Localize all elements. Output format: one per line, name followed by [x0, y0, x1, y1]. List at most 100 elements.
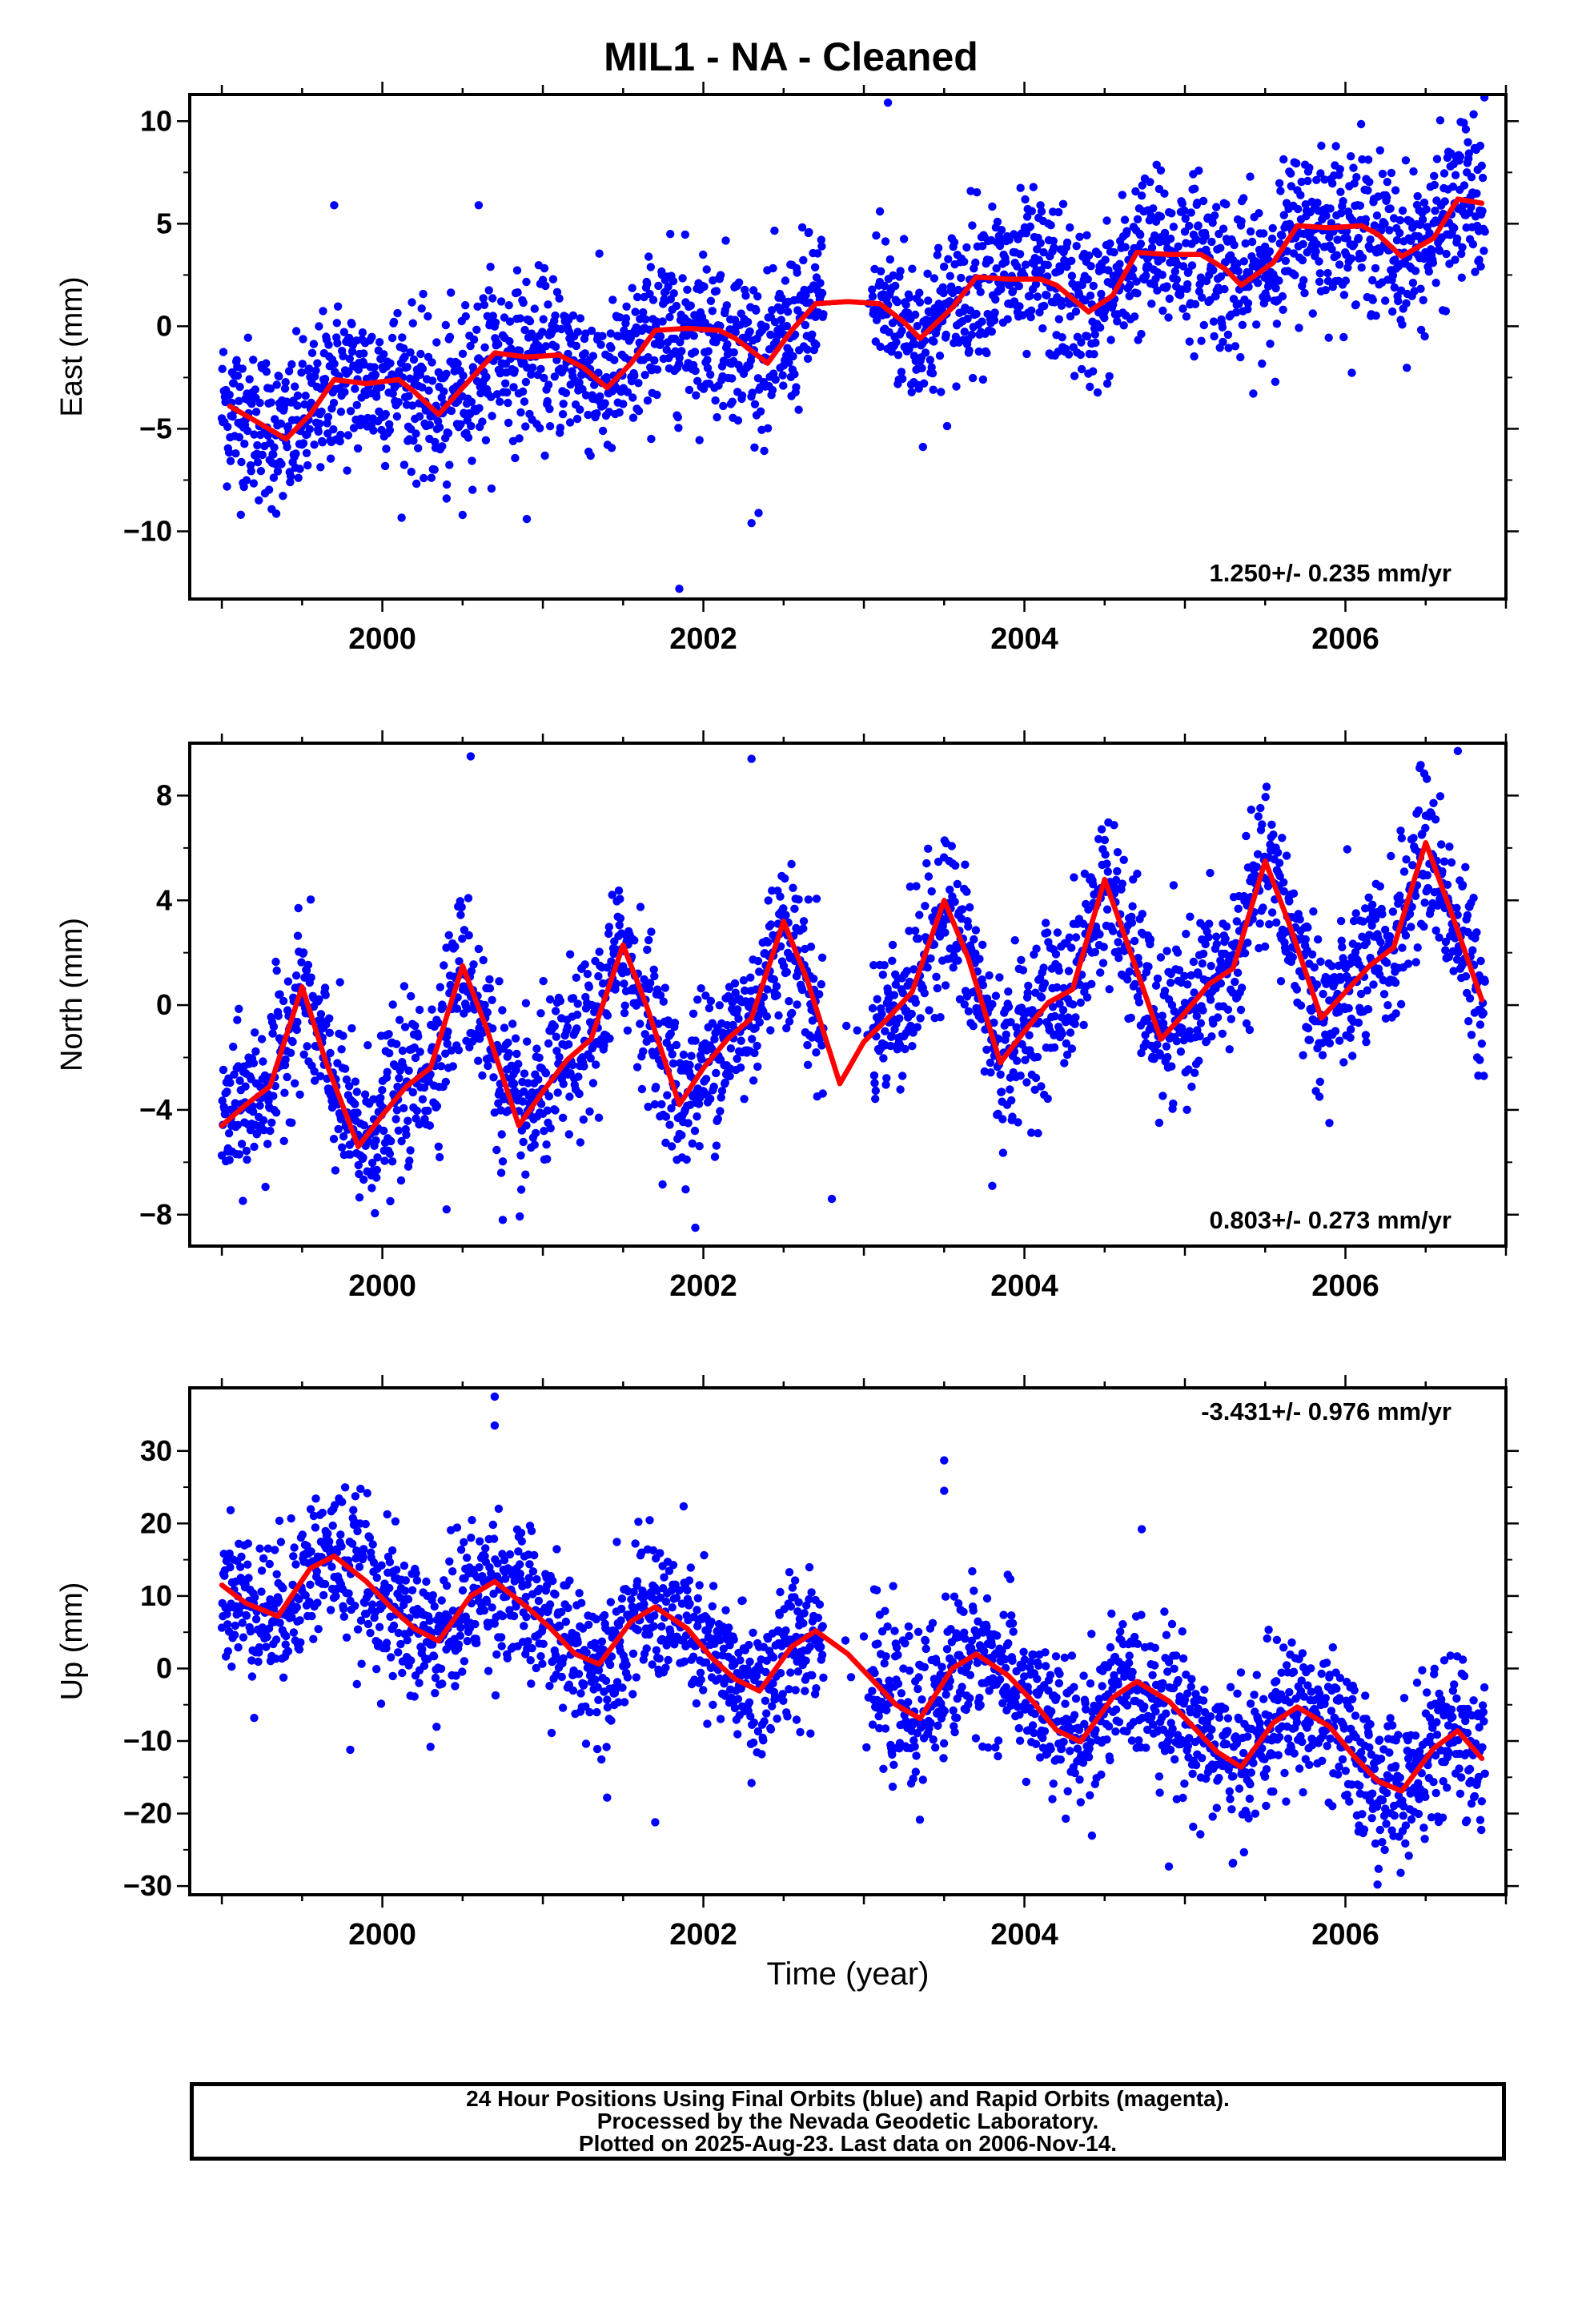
data-point	[1096, 968, 1105, 977]
data-point	[1431, 926, 1440, 935]
data-point	[677, 347, 686, 356]
data-point	[400, 460, 409, 469]
data-point	[251, 408, 261, 416]
data-point	[247, 1672, 257, 1681]
data-point	[1457, 273, 1467, 282]
data-point	[237, 1140, 247, 1148]
data-point	[734, 278, 744, 287]
data-point	[1300, 288, 1309, 298]
data-point	[1138, 910, 1147, 919]
data-point	[572, 414, 582, 424]
data-point	[961, 860, 970, 869]
data-point	[1246, 172, 1255, 181]
data-point	[1383, 178, 1392, 187]
data-point	[1125, 967, 1134, 976]
data-point	[686, 301, 695, 310]
data-point	[643, 396, 652, 405]
data-point	[868, 292, 877, 301]
data-point	[1296, 191, 1305, 199]
data-point	[643, 945, 652, 955]
data-point	[555, 1052, 564, 1062]
data-point	[675, 585, 684, 593]
data-point	[418, 364, 428, 373]
data-point	[527, 370, 536, 379]
data-point	[544, 300, 552, 309]
data-point	[623, 388, 632, 396]
data-point	[428, 376, 437, 385]
data-point	[1336, 187, 1345, 196]
data-point	[297, 958, 306, 967]
data-point	[1167, 209, 1176, 218]
data-point	[868, 285, 877, 294]
data-point	[434, 1018, 443, 1027]
data-point	[737, 1036, 745, 1045]
data-point	[1053, 928, 1062, 937]
data-point	[386, 359, 395, 368]
data-point	[1395, 228, 1404, 238]
data-point	[292, 1025, 301, 1035]
data-point	[1076, 350, 1086, 360]
data-point	[671, 347, 680, 356]
data-point	[543, 1155, 552, 1164]
data-point	[572, 1010, 582, 1019]
data-point	[777, 293, 786, 303]
data-point	[1065, 933, 1074, 942]
x-tick-label: 2000	[348, 622, 416, 656]
chart-title: MIL1 - NA - Cleaned	[604, 34, 978, 79]
data-point	[1305, 1035, 1315, 1044]
data-point	[1014, 282, 1024, 291]
data-point	[1133, 289, 1142, 298]
data-point	[607, 344, 616, 352]
data-point	[1050, 1043, 1059, 1052]
data-point	[425, 420, 435, 429]
data-point	[1435, 792, 1445, 801]
data-point	[813, 249, 822, 258]
data-point	[1201, 939, 1210, 949]
data-point	[1050, 1011, 1059, 1021]
data-point	[1183, 980, 1192, 989]
data-point	[1461, 972, 1471, 981]
data-point	[639, 1047, 648, 1056]
data-point	[1002, 1030, 1011, 1039]
data-point	[277, 460, 286, 468]
data-point	[933, 983, 942, 993]
data-point	[761, 322, 770, 332]
data-point	[978, 981, 988, 990]
data-point	[521, 999, 531, 1007]
data-point	[251, 385, 259, 394]
data-point	[1292, 985, 1302, 994]
data-point	[889, 991, 899, 999]
data-point	[640, 1030, 649, 1039]
data-point	[272, 966, 281, 975]
data-point	[415, 1005, 424, 1015]
data-point	[978, 940, 987, 950]
data-point	[240, 440, 249, 448]
data-point	[776, 892, 785, 901]
data-point	[755, 967, 764, 976]
data-point	[552, 287, 562, 296]
data-point	[982, 1045, 991, 1055]
data-point	[806, 943, 816, 951]
data-point	[610, 356, 619, 364]
data-point	[790, 904, 799, 914]
data-point	[345, 1082, 354, 1091]
data-point	[1102, 379, 1112, 388]
data-point	[1315, 257, 1323, 266]
data-point	[455, 957, 464, 966]
data-point	[263, 1544, 272, 1553]
data-point	[575, 1089, 584, 1099]
data-point	[1207, 237, 1216, 247]
data-point	[774, 1011, 783, 1020]
data-point	[310, 1067, 319, 1076]
data-point	[1438, 866, 1447, 876]
data-point	[283, 1072, 291, 1082]
data-point	[1205, 919, 1214, 928]
data-point	[988, 999, 997, 1009]
data-point	[447, 1046, 456, 1055]
data-point	[363, 1041, 372, 1050]
data-point	[256, 467, 266, 476]
data-point	[766, 330, 775, 340]
data-point	[255, 398, 264, 408]
data-point	[986, 1058, 995, 1068]
data-point	[273, 467, 283, 476]
